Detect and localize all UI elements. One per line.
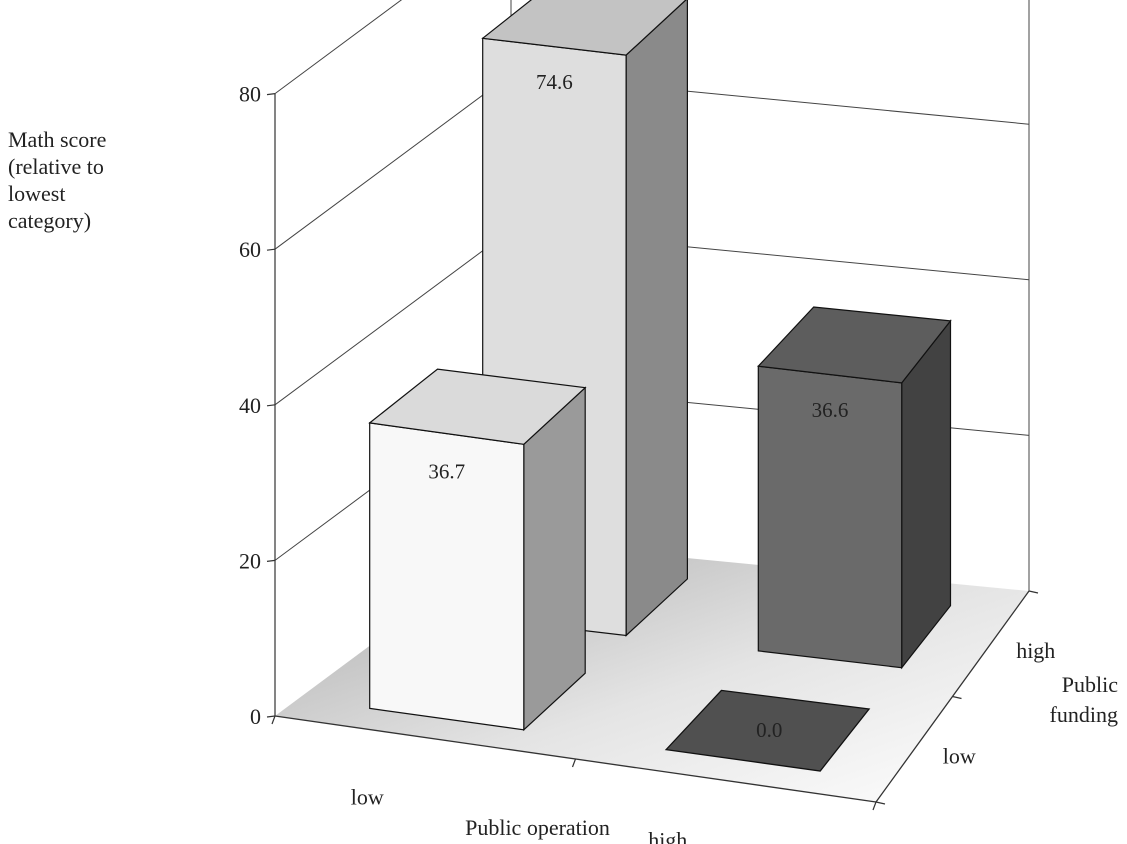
z-tick (1028, 590, 1039, 594)
y-tick (266, 559, 276, 562)
z-tick-label: low (943, 743, 976, 768)
x-tick (271, 715, 276, 725)
y-tick-label: 80 (239, 82, 261, 107)
z-axis-title: funding (1050, 702, 1118, 727)
z-tick (875, 801, 886, 805)
bar (368, 368, 587, 732)
x-tick-label: high (648, 828, 687, 844)
y-axis-title-line: lowest (8, 181, 66, 206)
y-axis-title-line: (relative to (8, 154, 104, 179)
y-tick-label: 20 (239, 548, 261, 573)
y-axis-title-line: Math score (8, 127, 107, 152)
bar-top (368, 368, 587, 445)
y-tick-label: 60 (239, 237, 261, 262)
y-axis-title: Math score (relative to lowest category) (8, 126, 106, 234)
bar (757, 306, 952, 670)
z-tick-label: high (1016, 638, 1055, 663)
y-tick (266, 715, 276, 718)
x-tick (571, 758, 577, 768)
x-tick-label: low (351, 785, 384, 810)
y-tick (266, 404, 276, 407)
z-tick (952, 695, 962, 700)
bar-base (664, 689, 871, 772)
chart-labels: 0 20 40 60 80 74.6 36.6 36.7 0.0 low high low high Pu… (239, 70, 1118, 844)
bar-top (481, 0, 687, 56)
bar-value-label: 0.0 (756, 718, 782, 742)
y-tick-label: 0 (250, 704, 261, 729)
gridline (274, 0, 403, 95)
y-tick-label: 40 (239, 393, 261, 418)
x-tick (872, 801, 877, 811)
bar-top (757, 306, 952, 384)
bar (664, 689, 871, 772)
x-axis-title: Public operation (465, 815, 610, 840)
chart-bars (368, 0, 952, 772)
bar-side (523, 386, 586, 732)
bar-value-label: 74.6 (536, 70, 573, 94)
z-axis-title: Public (1062, 672, 1118, 697)
bar-value-label: 36.7 (428, 459, 465, 483)
bar-side (625, 0, 689, 637)
bar-value-label: 36.6 (812, 398, 849, 422)
y-tick (266, 248, 276, 251)
y-axis-title-line: category) (8, 208, 92, 233)
y-tick (266, 93, 276, 96)
